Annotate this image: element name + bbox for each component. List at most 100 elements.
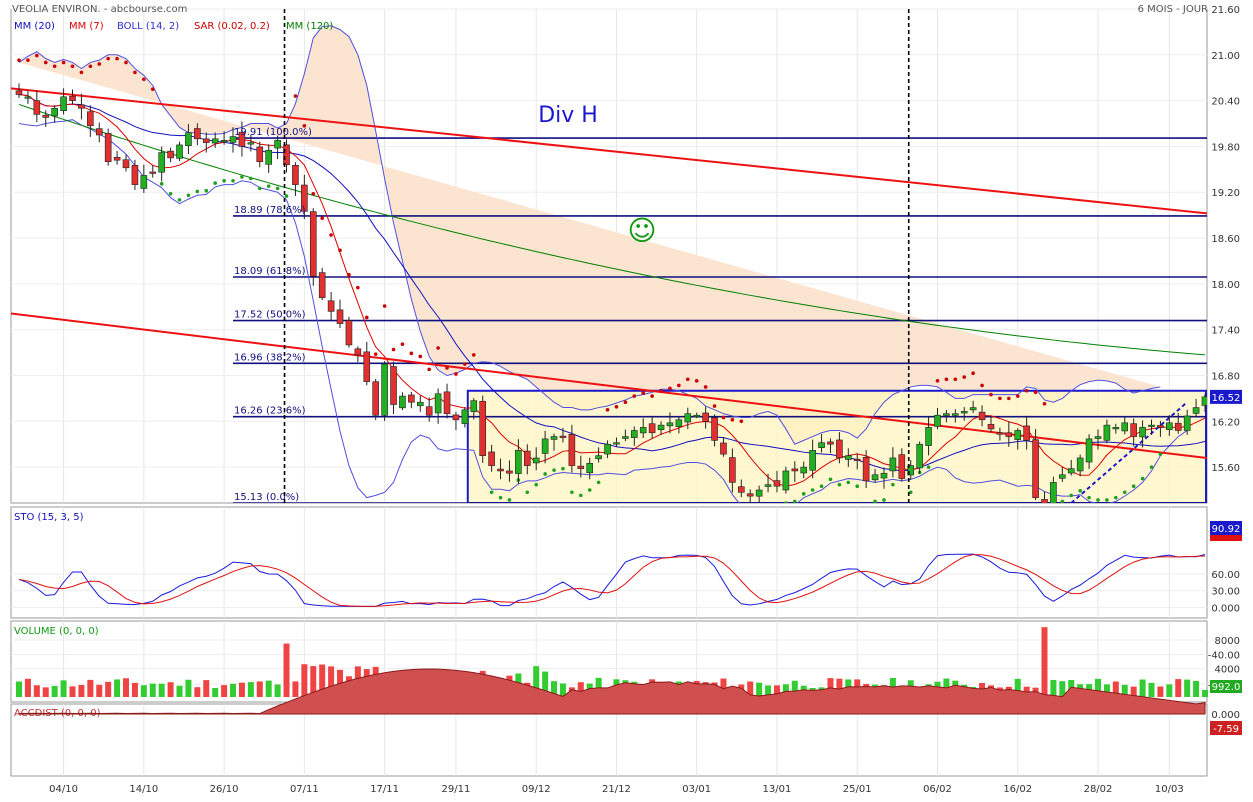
volume-bar	[1050, 679, 1057, 697]
sar-dot	[52, 64, 57, 69]
fibonacci-percent: (50.0%)	[266, 310, 306, 321]
candle-body	[943, 413, 950, 416]
sar-dot	[133, 70, 137, 75]
sar-dot	[552, 468, 556, 472]
candle-body	[996, 432, 1004, 435]
volume-bar	[123, 678, 130, 697]
volume-bar	[185, 679, 192, 697]
candle-body	[684, 413, 692, 423]
sar-dot	[364, 315, 369, 320]
x-tick-label: 28/02	[1084, 784, 1113, 795]
candle-body	[274, 140, 281, 149]
volume-bar	[149, 683, 156, 697]
volume-bar	[96, 684, 103, 697]
candle-body	[158, 152, 165, 173]
sar-dot	[204, 188, 209, 193]
volume-bar	[310, 666, 317, 697]
volume-bar	[1121, 684, 1128, 697]
volume-bar	[274, 684, 281, 697]
volume-bar	[292, 681, 299, 697]
candle-body	[1041, 499, 1048, 503]
sar-dot	[1096, 498, 1100, 502]
sar-dot	[837, 482, 842, 487]
candle-body	[140, 175, 148, 189]
candle-body	[764, 484, 772, 487]
sar-dot	[1131, 484, 1136, 489]
volume-bar	[203, 680, 210, 697]
candle-body	[194, 128, 201, 140]
y-tick-label: 8000	[1215, 636, 1240, 647]
candle-body	[1192, 407, 1200, 414]
volume-bar	[176, 685, 183, 697]
sar-dot	[177, 198, 182, 202]
candle-body	[987, 424, 995, 430]
volume-bar	[577, 682, 584, 697]
volume-bar	[542, 671, 549, 697]
volume-bar	[33, 685, 40, 697]
accdist-value: -7.59	[1213, 724, 1239, 735]
volume-bar	[765, 685, 772, 697]
candle-body	[666, 422, 674, 427]
candle-body	[1103, 424, 1111, 441]
sar-dot	[650, 394, 654, 398]
candle-body	[1050, 482, 1057, 503]
ma120-line	[18, 103, 1206, 356]
volume-bar	[747, 681, 754, 697]
candle-body	[1023, 425, 1030, 441]
sar-dot	[382, 304, 387, 308]
sar-dot	[1033, 390, 1038, 395]
candle-body	[515, 450, 522, 474]
candle-body	[541, 438, 549, 454]
sar-dot	[373, 352, 378, 356]
candle-body	[934, 414, 941, 427]
candle-body	[729, 457, 736, 483]
volume-bar	[194, 687, 201, 697]
sar-dot	[1060, 499, 1065, 503]
volume-bar	[756, 682, 763, 697]
y-tick-label: 16.80	[1211, 371, 1240, 382]
bollinger-fill	[19, 25, 1161, 445]
fibonacci-percent: (23.6%)	[266, 406, 306, 417]
sar-dot	[685, 377, 690, 382]
candle-body	[301, 184, 308, 212]
x-tick-label: 06/02	[923, 784, 952, 795]
candle-body	[399, 395, 406, 409]
candle-body	[1183, 415, 1191, 431]
fibonacci-percent: (100.0%)	[266, 127, 312, 138]
candle-body	[256, 146, 264, 163]
candle-body	[550, 436, 558, 440]
volume-bar	[533, 666, 540, 697]
volume-bar	[773, 685, 780, 697]
y-tick-label: 19.20	[1211, 188, 1240, 199]
sar-dot	[578, 493, 583, 498]
stochastic-k-line	[18, 553, 1206, 607]
sar-dot	[26, 58, 30, 62]
sar-dot	[436, 346, 440, 350]
y-tick-label: 16.20	[1211, 417, 1240, 428]
candle-body	[523, 450, 531, 466]
sar-dot	[302, 124, 307, 128]
candle-body	[167, 150, 174, 159]
sar-dot	[703, 385, 708, 389]
volume-bar	[328, 666, 335, 697]
candle-body	[470, 400, 478, 412]
candle-body	[880, 472, 888, 479]
chart-title: VEOLIA ENVIRON. - abcbourse.com	[12, 4, 187, 15]
sar-dot	[926, 465, 931, 469]
candle-body	[1130, 423, 1137, 437]
candle-body	[265, 149, 272, 165]
volume-bar	[140, 685, 147, 697]
candle-body	[309, 211, 317, 277]
candle-body	[15, 90, 23, 95]
sar-dot	[1007, 396, 1011, 401]
volume-bar	[69, 686, 76, 697]
candle-body	[24, 96, 32, 99]
volume-bar	[167, 682, 174, 697]
candle-body	[720, 442, 727, 455]
sar-dot	[641, 391, 646, 395]
candle-body	[577, 465, 585, 469]
candle-body	[1094, 436, 1102, 439]
sar-dot	[1069, 493, 1074, 498]
y-tick-label: 4000	[1215, 665, 1240, 676]
